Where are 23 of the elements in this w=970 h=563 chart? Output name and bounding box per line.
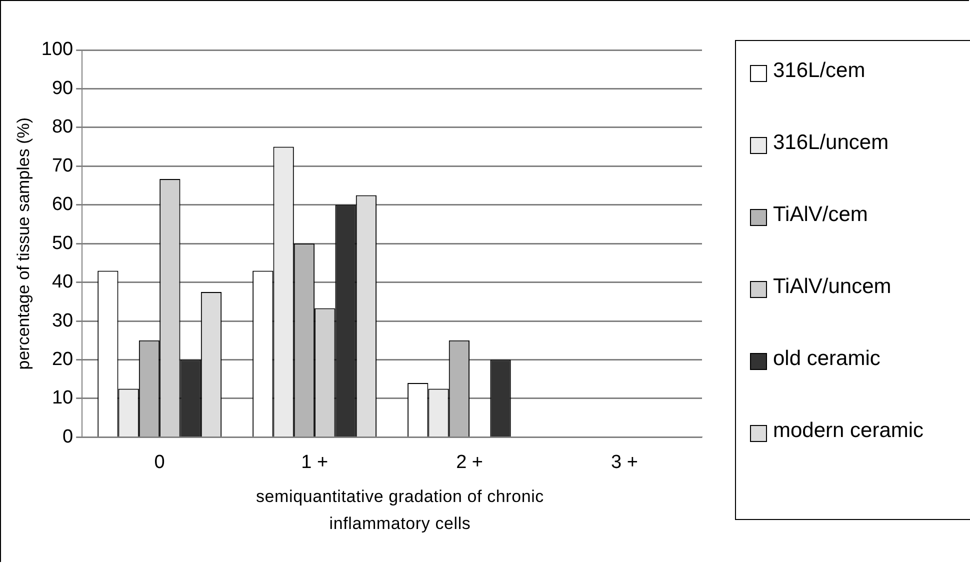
y-tick-label: 100	[41, 39, 74, 60]
y-tick-label: 60	[52, 194, 74, 216]
y-tick-label: 50	[52, 232, 74, 254]
y-tick-label: 20	[52, 348, 74, 370]
legend-label: 316L/uncem	[773, 131, 889, 155]
text: 316L/cem	[773, 59, 866, 83]
y-axis-title: percentage of tissue samples (%)	[14, 117, 33, 370]
y-tick-label: 10	[52, 388, 74, 409]
x-tick-label: 0	[154, 452, 165, 473]
y-tick-label: 40	[52, 272, 74, 293]
y-tick-label: 30	[52, 310, 74, 332]
y-tick-label: 0	[62, 426, 74, 448]
y-tick-label: 90	[52, 78, 74, 99]
legend-label: modern ceramic	[773, 419, 924, 443]
x-axis-title: semiquantitative gradation of chronic inflammatory cells	[255, 486, 545, 535]
y-tick-label: 70	[52, 155, 74, 176]
legend-label: old ceramic	[773, 347, 880, 371]
y-tick-label: 80	[52, 116, 74, 138]
legend-label: TiAlV/cem	[773, 203, 868, 227]
x-tick-label: 1 +	[301, 452, 328, 473]
x-tick-label: 3 +	[611, 452, 638, 473]
x-tick-label: 2 +	[456, 452, 484, 473]
legend-label: TiAlV/uncem	[773, 275, 892, 299]
